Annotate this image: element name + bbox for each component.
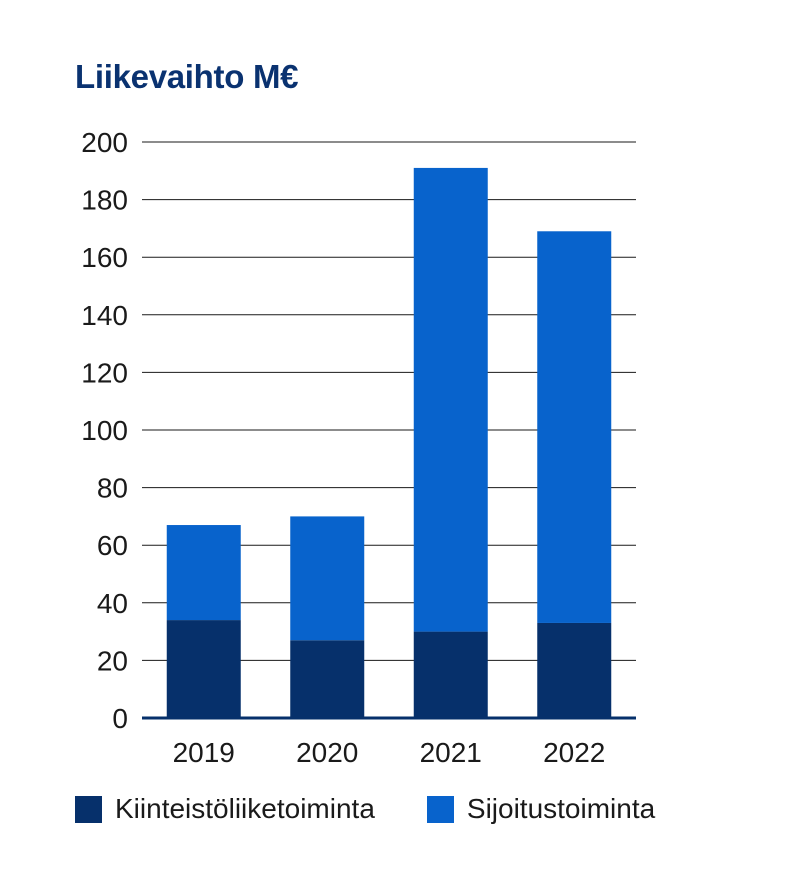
legend-item-kiinteistoliiketoiminta: Kiinteistöliiketoiminta — [75, 793, 375, 825]
bars — [166, 167, 612, 718]
legend-item-sijoitustoiminta: Sijoitustoiminta — [426, 793, 656, 825]
x-tick-label-2021: 2021 — [420, 737, 482, 768]
y-axis-ticks: 0 20 40 60 80 100 120 140 160 180 200 — [81, 127, 128, 734]
y-tick-label-20: 20 — [97, 645, 128, 676]
bar-2020-series-1 — [290, 516, 365, 641]
x-tick-label-2020: 2020 — [296, 737, 358, 768]
y-tick-label-120: 120 — [81, 357, 128, 388]
legend-swatch-sijoitustoiminta — [426, 795, 454, 823]
y-tick-label-180: 180 — [81, 185, 128, 216]
legend: Kiinteistöliiketoiminta Sijoitustoiminta — [75, 793, 707, 825]
bar-2022-series-0 — [537, 622, 612, 718]
y-tick-label-160: 160 — [81, 242, 128, 273]
bar-2019-series-1 — [166, 525, 241, 621]
y-tick-label-40: 40 — [97, 588, 128, 619]
y-tick-label-140: 140 — [81, 300, 128, 331]
legend-label-sijoitustoiminta: Sijoitustoiminta — [466, 793, 656, 824]
bar-2020-series-0 — [290, 640, 365, 718]
y-tick-label-0: 0 — [112, 703, 128, 734]
bar-2022-series-1 — [537, 231, 612, 623]
y-tick-label-100: 100 — [81, 415, 128, 446]
x-tick-label-2022: 2022 — [543, 737, 605, 768]
legend-label-kiinteistoliiketoiminta: Kiinteistöliiketoiminta — [115, 793, 375, 824]
bar-2021-series-0 — [413, 631, 488, 718]
x-axis-ticks: 2019 2020 2021 2022 — [173, 737, 606, 768]
x-tick-label-2019: 2019 — [173, 737, 235, 768]
chart-title: Liikevaihto M€ — [75, 58, 299, 95]
y-tick-label-60: 60 — [97, 530, 128, 561]
bar-2019-series-0 — [166, 620, 241, 718]
chart-plot: 0 20 40 60 80 100 120 140 160 180 200 2019 2020 2021… — [81, 127, 636, 768]
y-tick-label-200: 200 — [81, 127, 128, 158]
legend-swatch-kiinteistoliiketoiminta — [75, 795, 102, 823]
bar-2021-series-1 — [413, 167, 488, 632]
y-tick-label-80: 80 — [97, 473, 128, 504]
